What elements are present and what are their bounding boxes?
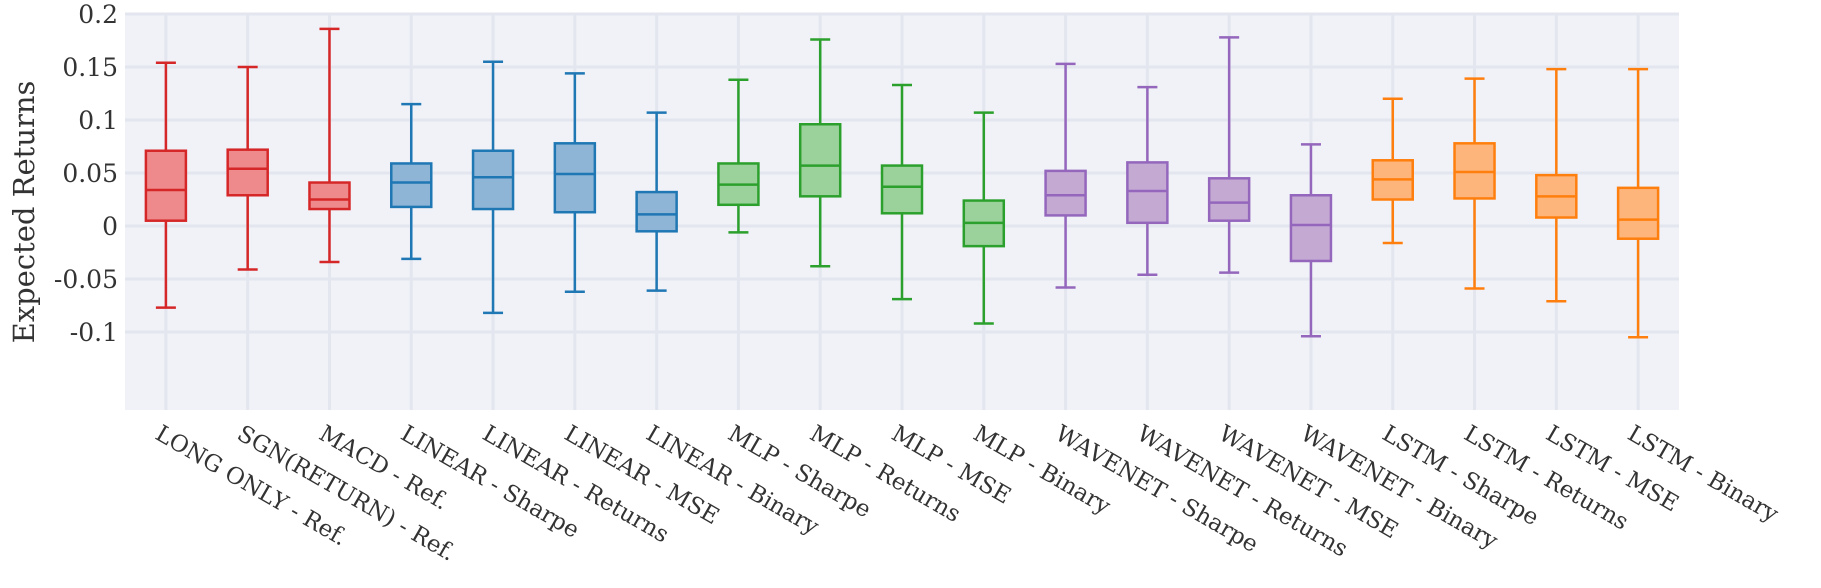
iqr-box: [1126, 161, 1169, 225]
iqr-box: [880, 164, 924, 215]
iqr-box: [1289, 194, 1333, 263]
iqr-box: [226, 148, 269, 197]
y-axis-title: Expected Returns: [7, 81, 41, 344]
box-18: [1535, 67, 1578, 303]
y-tick-label: 0.2: [78, 0, 118, 29]
y-tick-label: 0.15: [62, 53, 118, 82]
box-19: [1616, 67, 1660, 339]
box-9: [798, 38, 842, 268]
y-tick-label: 0.1: [78, 106, 118, 135]
box-14: [1207, 36, 1251, 274]
y-tick-label: 0: [102, 212, 118, 241]
box-5: [471, 60, 515, 315]
y-tick-labels: 0.2 0.15 0.1 0.05 0 -0.05 -0.1: [54, 0, 118, 347]
box-15: [1289, 143, 1333, 338]
iqr-box: [1044, 169, 1087, 217]
box-12: [1044, 62, 1087, 289]
iqr-box: [635, 190, 678, 233]
box-13: [1126, 85, 1169, 277]
iqr-box: [798, 122, 842, 198]
box-17: [1453, 77, 1496, 290]
box-2: [226, 65, 269, 271]
box-6: [553, 72, 597, 293]
iqr-box: [144, 149, 188, 222]
box-10: [880, 83, 924, 301]
iqr-box: [308, 181, 351, 211]
x-tick-labels: LONG ONLY - Ref.SGN(RETURN) - Ref.MACD -…: [151, 421, 1783, 567]
y-tick-label: -0.1: [70, 318, 118, 347]
box-3: [308, 27, 351, 264]
box-layer: [144, 27, 1660, 339]
y-tick-label: -0.05: [54, 265, 118, 294]
iqr-box: [390, 162, 433, 209]
box-4: [390, 102, 433, 261]
iqr-box: [553, 142, 597, 214]
x-tick-label: MLP - Binary: [969, 421, 1115, 520]
box-1: [144, 61, 188, 309]
box-11: [962, 111, 1006, 325]
box-7: [635, 111, 678, 292]
iqr-box: [1207, 177, 1251, 222]
box-16: [1371, 97, 1414, 245]
iqr-box: [1616, 186, 1660, 240]
box-8: [717, 78, 760, 234]
y-tick-label: 0.05: [62, 159, 118, 188]
iqr-box: [471, 149, 515, 211]
